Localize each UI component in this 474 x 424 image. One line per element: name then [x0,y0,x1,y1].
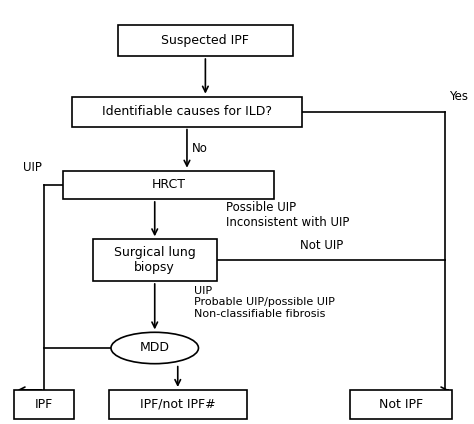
Text: Yes: Yes [449,90,468,103]
Text: UIP: UIP [23,162,42,174]
FancyBboxPatch shape [118,25,293,56]
Text: MDD: MDD [140,341,170,354]
FancyBboxPatch shape [72,97,302,127]
Text: Not UIP: Not UIP [300,239,343,252]
FancyBboxPatch shape [14,390,74,419]
Text: IPF/not IPF#: IPF/not IPF# [140,398,216,411]
Text: Surgical lung
biopsy: Surgical lung biopsy [114,246,196,274]
Text: Not IPF: Not IPF [379,398,423,411]
FancyBboxPatch shape [109,390,247,419]
Text: Suspected IPF: Suspected IPF [162,34,249,47]
FancyBboxPatch shape [63,170,274,199]
Text: IPF: IPF [35,398,54,411]
FancyBboxPatch shape [92,239,217,281]
Text: HRCT: HRCT [152,179,185,191]
Text: Possible UIP
Inconsistent with UIP: Possible UIP Inconsistent with UIP [226,201,349,229]
FancyBboxPatch shape [350,390,452,419]
Ellipse shape [111,332,199,364]
Text: Identifiable causes for ILD?: Identifiable causes for ILD? [102,105,272,118]
Text: UIP
Probable UIP/possible UIP
Non-classifiable fibrosis: UIP Probable UIP/possible UIP Non-classi… [194,286,335,319]
Text: No: No [191,142,208,155]
